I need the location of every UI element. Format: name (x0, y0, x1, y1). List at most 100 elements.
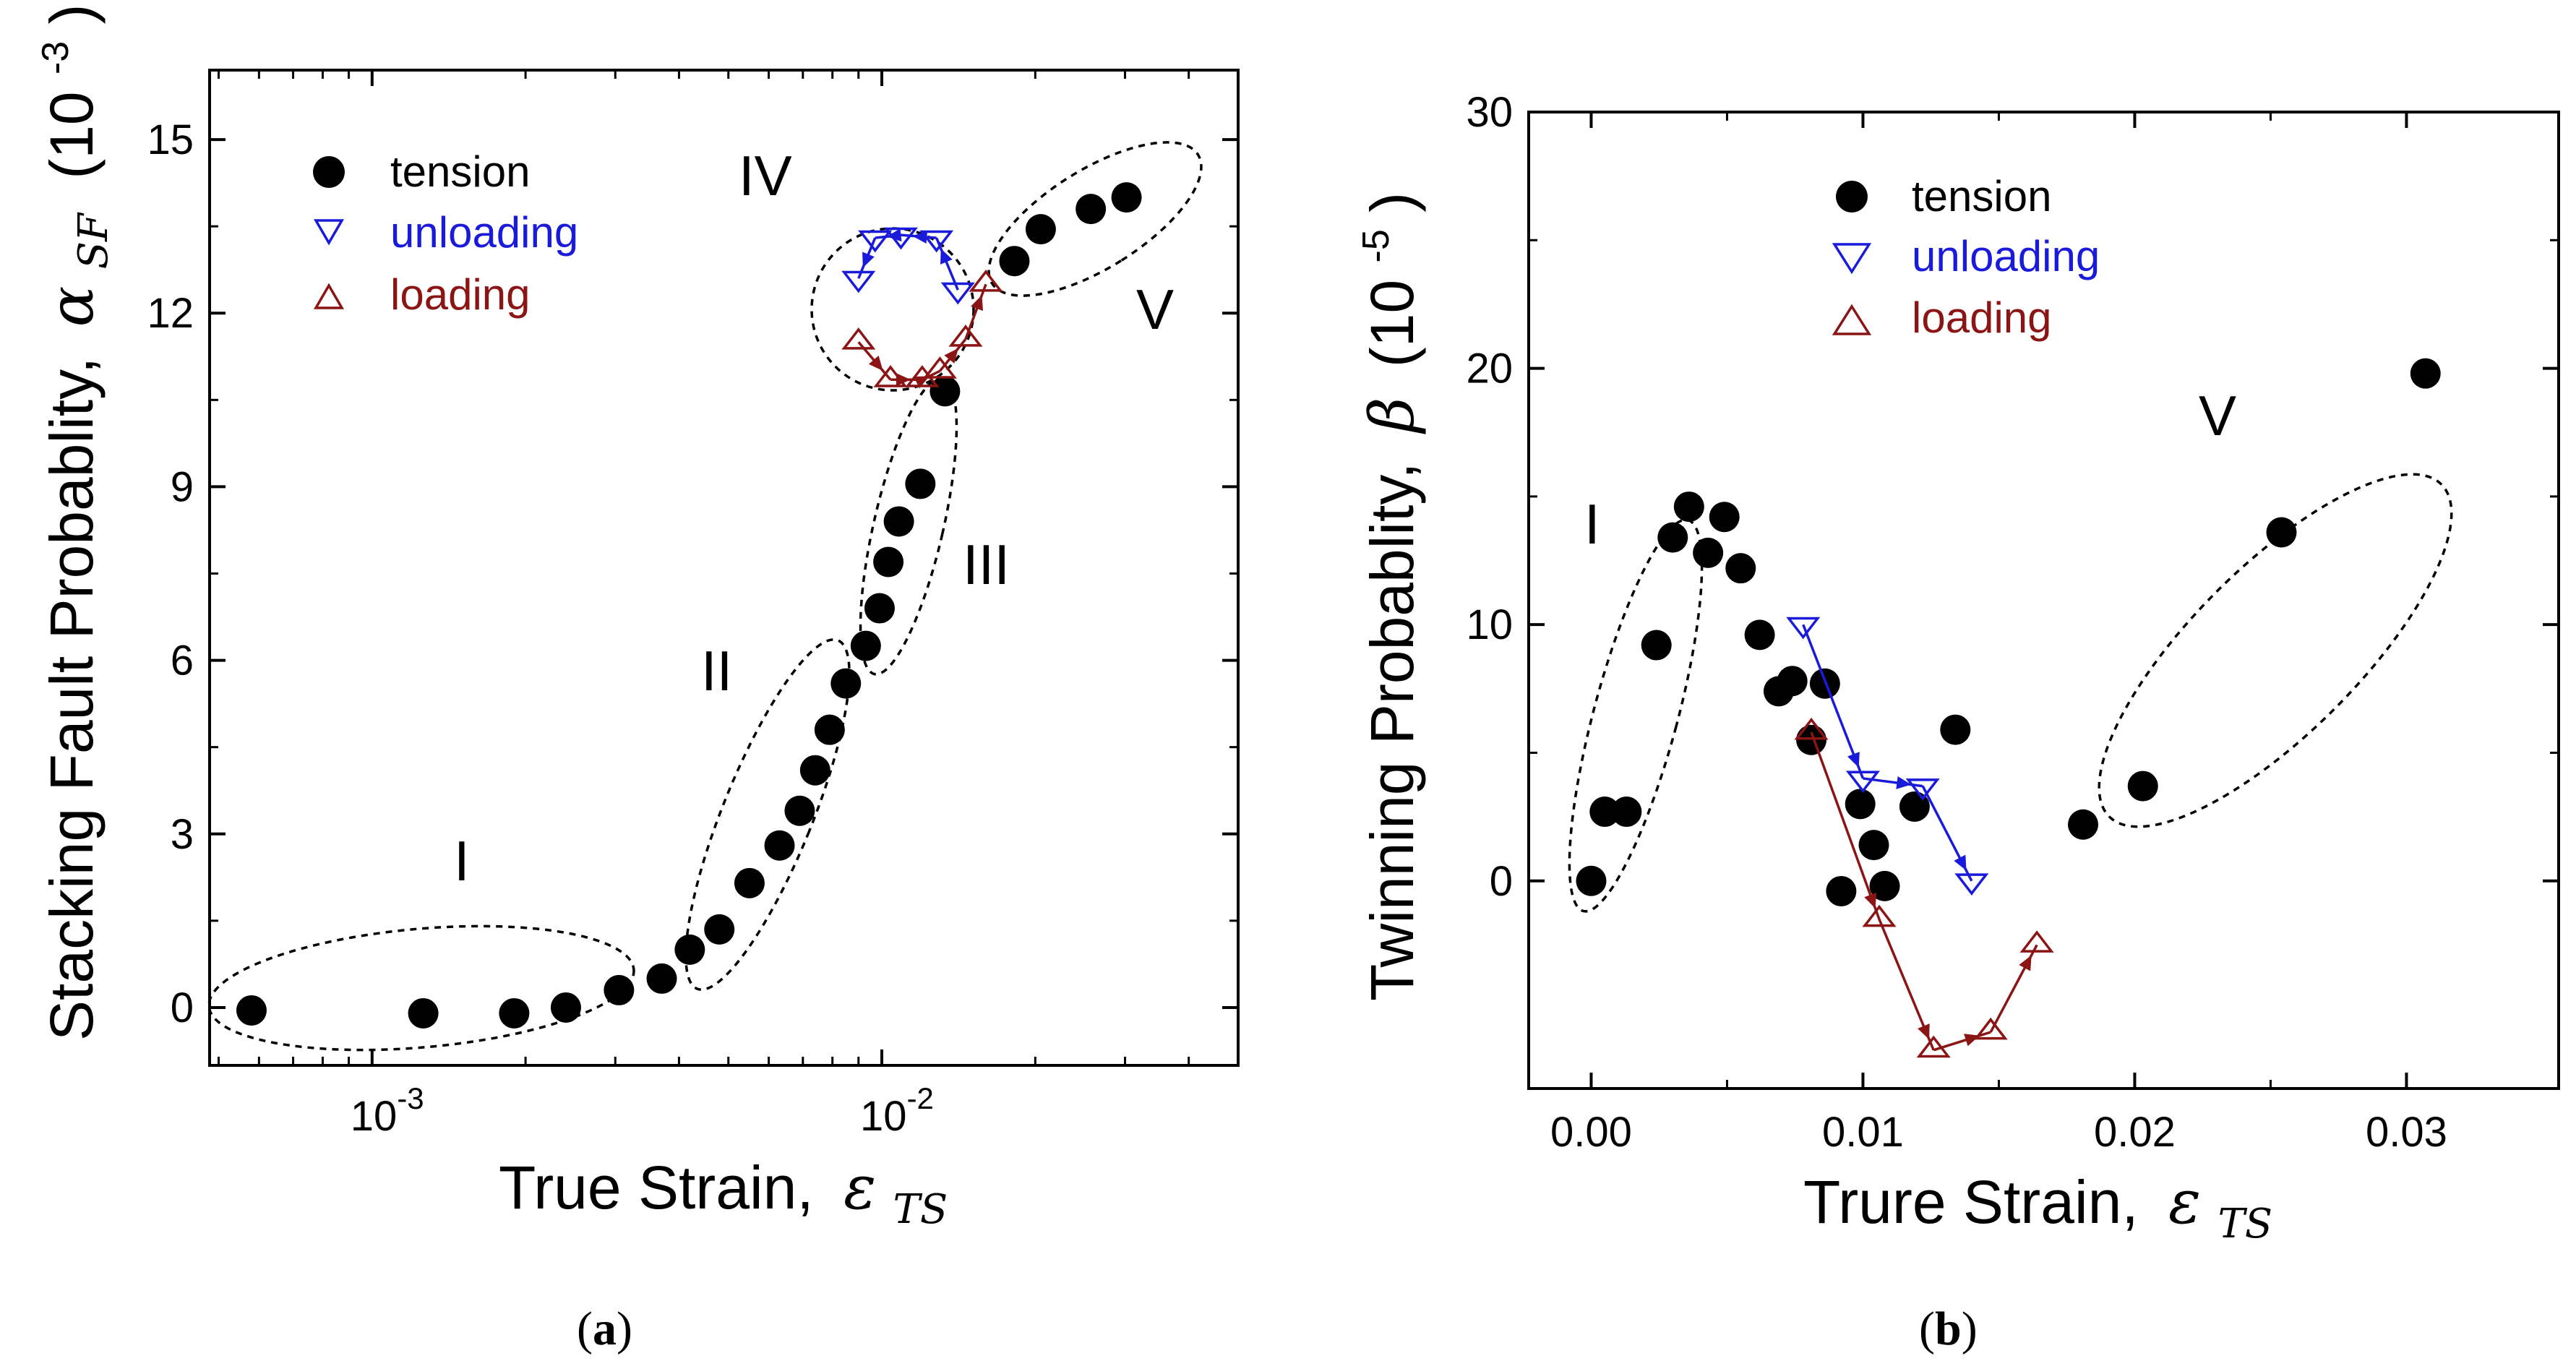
data-point-tension-a (799, 755, 830, 786)
data-point-tension-b (1709, 502, 1740, 533)
region-ellipse-IV-a (810, 227, 975, 392)
connector-loading-b-arrowhead (1864, 893, 1877, 909)
plot-frame-a (208, 69, 1240, 1067)
data-point-tension-a (864, 593, 895, 624)
y-tick-label-a: 12 (147, 290, 194, 337)
data-point-tension-a (814, 714, 845, 745)
data-point-tension-a (850, 630, 881, 661)
connector-loading-b-arrowhead (1964, 1034, 1980, 1047)
y-axis-title-a: Stacking Fault Probablity, α SF (10 -3 ) (13, 4, 120, 1041)
data-point-tension-a (604, 974, 635, 1005)
legend-marker-loading-a (313, 283, 345, 309)
y-tick-label-a: 9 (171, 463, 194, 510)
axes-a: 0 3 6 9 12 15 10-3 10-2 (147, 70, 1240, 1140)
data-point-loading-b (1973, 1017, 2008, 1040)
legend-label-loading-b: loading (1912, 293, 2052, 342)
data-point-tension-a (1111, 182, 1142, 213)
y-tick-label-b: 30 (1466, 89, 1513, 136)
region-label-III-a: III (963, 533, 1010, 596)
legend-label-tension-b: tension (1912, 172, 2051, 220)
y-tick-label-a: 15 (147, 116, 194, 163)
data-point-tension-a (999, 246, 1030, 277)
region-ellipse-V-b (2098, 473, 2453, 828)
data-point-tension-a (764, 830, 795, 861)
legend-a: tension unloading loading (313, 147, 578, 319)
data-point-tension-b (2127, 770, 2158, 802)
legend-marker-unloading-a (313, 219, 345, 246)
legend-marker-unloading-b (1832, 243, 1872, 275)
x-tick-label-b: 0.00 (1550, 1109, 1632, 1156)
data-point-loading-a (873, 365, 908, 387)
connector-loading-a-arrowhead (914, 376, 930, 389)
connector-loading-b (1933, 1031, 1991, 1052)
data-point-unloading-a (940, 282, 975, 305)
region-label-I-b: I (1584, 492, 1600, 556)
data-point-tension-a (784, 795, 815, 826)
connector-loading-b-arrowhead (1918, 1023, 1930, 1040)
data-point-tension-a (236, 995, 267, 1026)
region-label-II-a: II (701, 639, 732, 703)
data-point-loading-a (948, 325, 983, 347)
data-point-tension-a (734, 867, 765, 898)
data-point-unloading-b (1845, 770, 1881, 794)
data-point-tension-b (1858, 830, 1889, 861)
legend-marker-loading-b (1832, 304, 1872, 335)
data-point-tension-a (674, 934, 705, 965)
data-point-unloading-b (1786, 617, 1821, 640)
connector-unloading-a-arrowhead (940, 248, 953, 265)
connector-loading-b (1810, 731, 1881, 920)
data-point-tension-a (1025, 214, 1056, 245)
connector-loading-a-arrowhead (971, 295, 983, 312)
data-point-tension-a (646, 963, 677, 994)
region-label-V-a: V (1136, 278, 1174, 341)
region-ellipse-I-a (207, 924, 635, 1052)
x-tick-label-b: 0.03 (2366, 1109, 2447, 1156)
data-point-tension-a (1076, 194, 1107, 225)
panel-label-a: (a) (577, 1302, 632, 1355)
data-point-tension-b (1576, 865, 1607, 896)
data-point-loading-b (1794, 717, 1829, 740)
legend-label-tension-a: tension (390, 147, 530, 196)
data-point-tension-b (1589, 797, 1620, 828)
data-point-tension-b (1611, 797, 1642, 828)
x-axis-title-a: True Strain, ε TS (499, 1152, 948, 1233)
data-point-tension-b (2266, 517, 2297, 548)
legend-marker-tension-b (1836, 181, 1868, 212)
y-tick-label-a: 6 (171, 637, 194, 684)
data-point-loading-b (1862, 904, 1897, 927)
x-tick-label-b: 0.02 (2094, 1109, 2176, 1156)
x-axis-title-b: Trure Strain, ε TS (1803, 1167, 2272, 1248)
connector-unloading-a-arrowhead (886, 228, 902, 242)
connector-unloading-b-arrowhead (1896, 776, 1912, 789)
data-point-unloading-a (919, 230, 954, 253)
panel-a: 0 3 6 9 12 15 10-3 10-2 True Strain, ε TS Stack… (13, 4, 1240, 1355)
connector-loading-a-arrowhead (896, 373, 911, 387)
connector-loading-b-arrowhead (2019, 955, 2032, 971)
data-point-tension-b (1845, 789, 1876, 820)
x-tick-label-b: 0.01 (1822, 1109, 1904, 1156)
data-point-tension-b (2068, 809, 2099, 840)
connector-unloading-b (1802, 624, 1865, 779)
data-point-unloading-a (883, 227, 919, 250)
region-ellipse-I-b (1568, 518, 1704, 913)
data-point-tension-a (883, 506, 914, 537)
data-point-tension-a (905, 468, 936, 499)
panel-b: 0 10 20 30 0.00 0.01 0.02 0.03 Trure Strain, ε … (1355, 89, 2560, 1355)
data-point-tension-a (550, 992, 581, 1023)
legend-marker-tension-a (313, 156, 345, 188)
x-tick-label-a: 10-2 (860, 1081, 934, 1140)
y-tick-label-a: 3 (171, 811, 194, 858)
region-label-IV-a: IV (739, 144, 792, 207)
legend-label-unloading-a: unloading (390, 208, 578, 257)
data-point-tension-a (873, 546, 904, 578)
series-b (1576, 358, 2441, 1058)
data-point-tension-b (1826, 875, 1857, 906)
connector-unloading-b-arrowhead (1954, 854, 1967, 871)
region-ellipse-II-a (684, 638, 851, 991)
plot-frame-b (1527, 111, 2560, 1090)
data-point-tension-b (1725, 553, 1756, 584)
series-a (236, 182, 1142, 1029)
data-point-tension-b (2410, 358, 2441, 389)
panel-label-b: (b) (1919, 1302, 1978, 1355)
data-point-loading-a (922, 356, 957, 379)
